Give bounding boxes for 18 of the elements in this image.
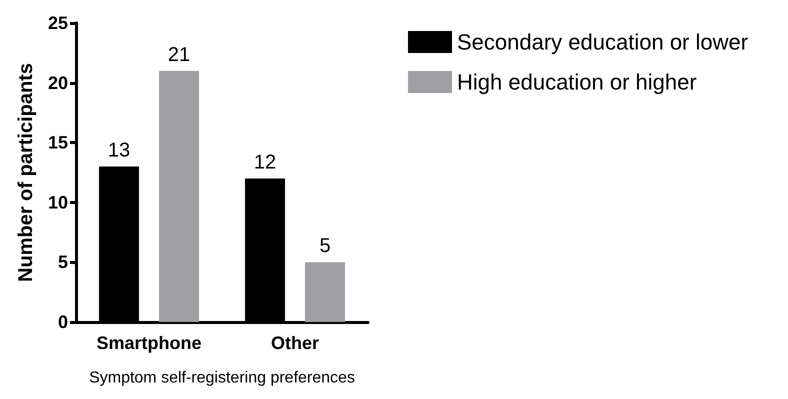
y-tick-label: 20 [48, 72, 68, 93]
x-axis-title: Symptom self-registering preferences [89, 370, 355, 386]
legend-label: Secondary education or lower [457, 30, 748, 54]
y-tick-label: 5 [58, 252, 68, 272]
data-label: 21 [168, 44, 190, 66]
data-label: 12 [254, 151, 276, 174]
y-tick-label: 0 [58, 312, 68, 332]
y-tick-label: 10 [48, 192, 68, 212]
bar [305, 262, 345, 322]
bar [159, 70, 199, 322]
y-tick-label: 25 [48, 13, 68, 33]
data-label: 13 [108, 140, 130, 162]
y-axis-title: Number of participants [15, 63, 37, 282]
legend-label: High education or higher [457, 70, 697, 94]
data-label: 5 [319, 235, 331, 258]
x-tick-label: Other [270, 333, 320, 353]
x-tick-label: Smartphone [96, 333, 202, 353]
y-tick-label: 15 [48, 132, 68, 153]
